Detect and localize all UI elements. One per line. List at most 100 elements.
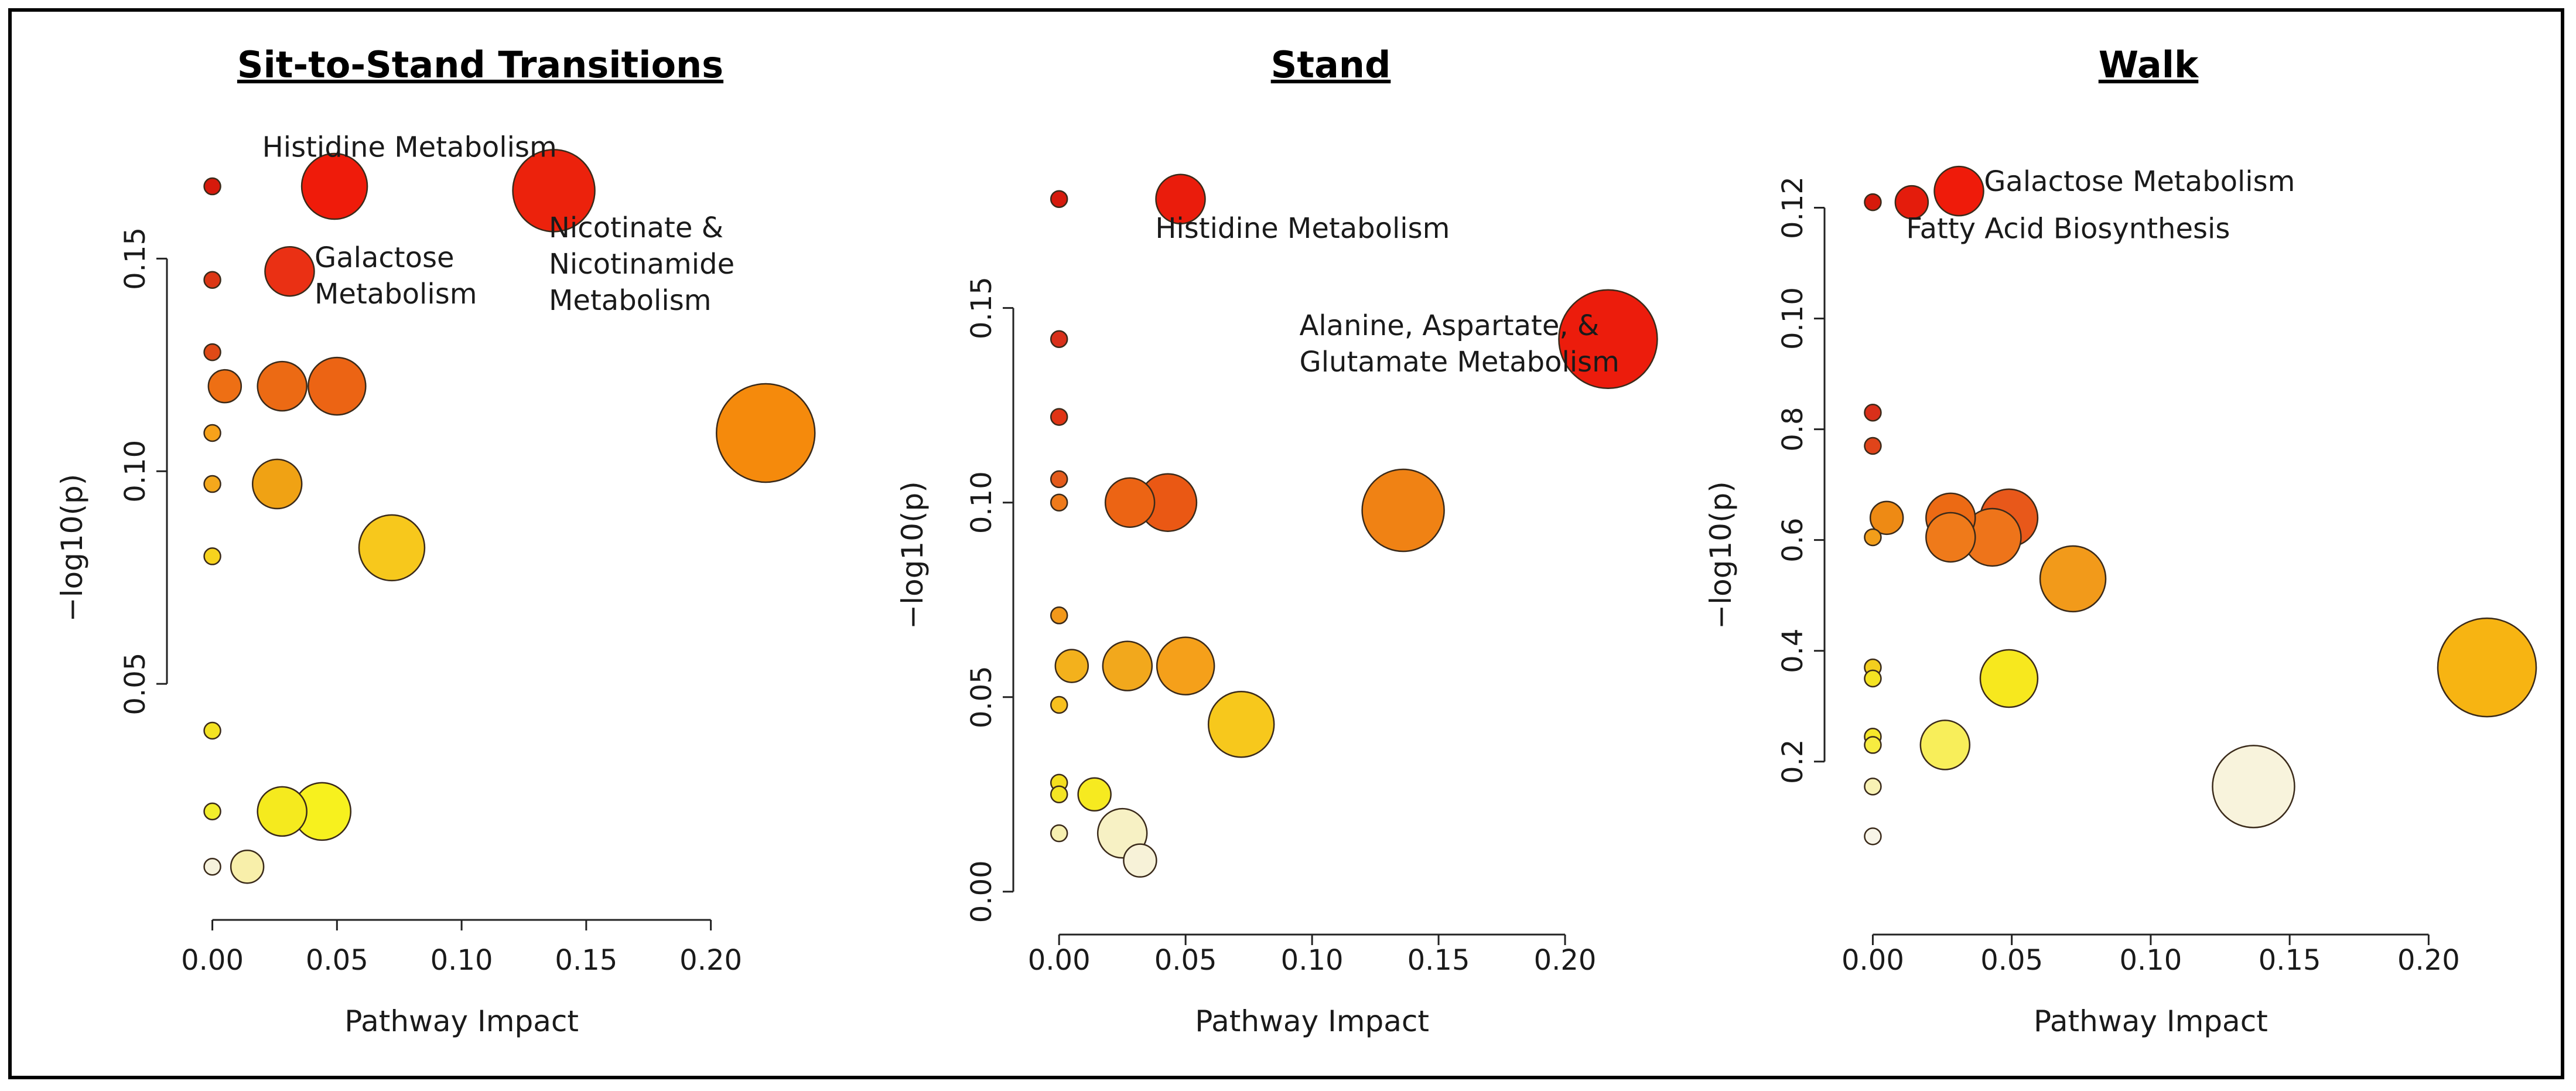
panel-1: Sit-to-Stand Transitions 0.00 0.05 0.10 0.15… xyxy=(55,43,816,1038)
y-tick-label: 0.10 xyxy=(1776,287,1809,350)
y-tick-label: 0.10 xyxy=(119,440,152,503)
annotation-line: Galactose xyxy=(315,241,454,274)
y-tick-label: 0.15 xyxy=(965,277,998,339)
data-point xyxy=(308,356,367,416)
y-tick-label: 0.12 xyxy=(1776,176,1809,239)
annotation-line: Galactose Metabolism xyxy=(1984,165,2295,198)
data-point xyxy=(1050,190,1068,208)
data-point xyxy=(1864,736,1882,754)
x-tick-label: 0.20 xyxy=(2397,944,2460,977)
data-point xyxy=(1102,640,1153,691)
data-point xyxy=(715,383,816,483)
y-tick-label: 0.8 xyxy=(1776,407,1809,451)
panel-title: Walk xyxy=(2099,43,2199,86)
data-point xyxy=(203,547,221,565)
panel-2: Stand 0.00 0.05 0.10 0.15 0.20 Pathway Impact 0… xyxy=(896,43,1658,1038)
panel-title: Sit-to-Stand Transitions xyxy=(237,43,723,86)
y-axis-label: −log10(p) xyxy=(1704,481,1738,629)
x-tick-label: 0.10 xyxy=(431,944,493,977)
x-tick-label: 0.15 xyxy=(1407,944,1470,977)
data-point xyxy=(1894,185,1929,220)
data-point xyxy=(203,424,221,442)
x-tick-label: 0.20 xyxy=(679,944,742,977)
data-point xyxy=(1864,827,1882,845)
data-point xyxy=(1050,785,1068,804)
x-tick-label: 0.00 xyxy=(1028,944,1091,977)
data-point xyxy=(230,849,265,884)
annotation-line: Histidine Metabolism xyxy=(262,131,557,163)
data-point xyxy=(1933,165,1984,217)
data-point xyxy=(1864,778,1882,796)
data-point xyxy=(203,721,221,740)
data-point xyxy=(1050,470,1068,489)
data-point xyxy=(1155,173,1206,224)
panel-3: Walk 0.00 0.05 0.10 0.15 0.20 Pathway Impact 0.… xyxy=(1704,43,2537,1038)
y-tick-label: 0.15 xyxy=(119,227,152,290)
point-annotation: Alanine, Aspartate, & Glutamate Metabolis… xyxy=(1300,309,1620,379)
x-tick-label: 0.15 xyxy=(2259,944,2321,977)
data-point xyxy=(1869,500,1904,536)
x-tick-label: 0.20 xyxy=(1534,944,1597,977)
data-point xyxy=(1050,408,1068,426)
data-point xyxy=(264,246,315,297)
data-point xyxy=(207,369,242,404)
data-point xyxy=(1050,824,1068,843)
x-axis-label: Pathway Impact xyxy=(1195,1004,1429,1038)
annotation-line: Histidine Metabolism xyxy=(1155,212,1450,245)
data-point xyxy=(1979,649,2039,708)
annotation-line: Nicotinamide xyxy=(549,248,734,281)
data-point xyxy=(251,458,303,510)
point-annotation: Histidine Metabolism xyxy=(1155,212,1450,245)
data-point xyxy=(1361,468,1445,553)
y-tick-label: 0.2 xyxy=(1776,739,1809,784)
y-tick-label: 0.00 xyxy=(965,860,998,923)
data-point xyxy=(1919,720,1971,770)
x-axis-label: Pathway Impact xyxy=(344,1004,579,1038)
y-tick-label: 0.10 xyxy=(965,471,998,534)
data-point xyxy=(358,514,426,582)
y-axis-label: −log10(p) xyxy=(896,481,930,629)
data-point xyxy=(203,475,221,493)
x-tick-label: 0.00 xyxy=(1842,944,1904,977)
annotation-line: Metabolism xyxy=(549,284,711,317)
data-point xyxy=(1925,512,1976,563)
x-tick-label: 0.15 xyxy=(555,944,617,977)
point-annotation: Galactose Metabolism xyxy=(315,241,477,311)
y-tick-label: 0.4 xyxy=(1776,629,1809,673)
point-annotation: Histidine Metabolism xyxy=(262,131,557,163)
y-axis-label: −log10(p) xyxy=(55,474,89,622)
data-point xyxy=(1864,404,1882,422)
figure-frame: Sit-to-Stand Transitions 0.00 0.05 0.10 0.15… xyxy=(8,8,2564,1079)
data-point xyxy=(1558,289,1658,390)
panel-title: Stand xyxy=(1271,43,1391,86)
data-point xyxy=(203,177,221,196)
data-point xyxy=(203,271,221,289)
data-point xyxy=(203,343,221,362)
data-point xyxy=(1077,777,1112,812)
data-point xyxy=(512,149,596,233)
x-tick-label: 0.05 xyxy=(1980,944,2043,977)
point-annotation: Nicotinate & Nicotinamide Metabolism xyxy=(549,212,734,317)
data-point xyxy=(1864,193,1882,212)
y-tick-label: 0.05 xyxy=(965,666,998,728)
data-point xyxy=(2437,617,2537,718)
point-annotation: Galactose Metabolism xyxy=(1984,165,2295,198)
data-point xyxy=(1864,437,1882,455)
data-point xyxy=(203,802,221,821)
annotation-line: Glutamate Metabolism xyxy=(1300,346,1620,379)
data-point xyxy=(1104,477,1156,528)
data-point xyxy=(2039,545,2107,613)
x-tick-label: 0.05 xyxy=(1154,944,1217,977)
x-tick-label: 0.05 xyxy=(306,944,368,977)
data-point xyxy=(257,360,308,412)
x-axis-label: Pathway Impact xyxy=(2034,1004,2268,1038)
data-point xyxy=(1864,669,1882,688)
data-point xyxy=(1054,649,1089,683)
data-point xyxy=(300,152,368,220)
data-point xyxy=(1864,528,1882,547)
x-tick-label: 0.00 xyxy=(181,944,244,977)
y-tick-label: 0.05 xyxy=(119,653,152,715)
data-point xyxy=(1156,636,1215,695)
annotation-line: Alanine, Aspartate, & xyxy=(1300,309,1600,342)
figure-svg: Sit-to-Stand Transitions 0.00 0.05 0.10 0.15… xyxy=(55,43,2537,1038)
